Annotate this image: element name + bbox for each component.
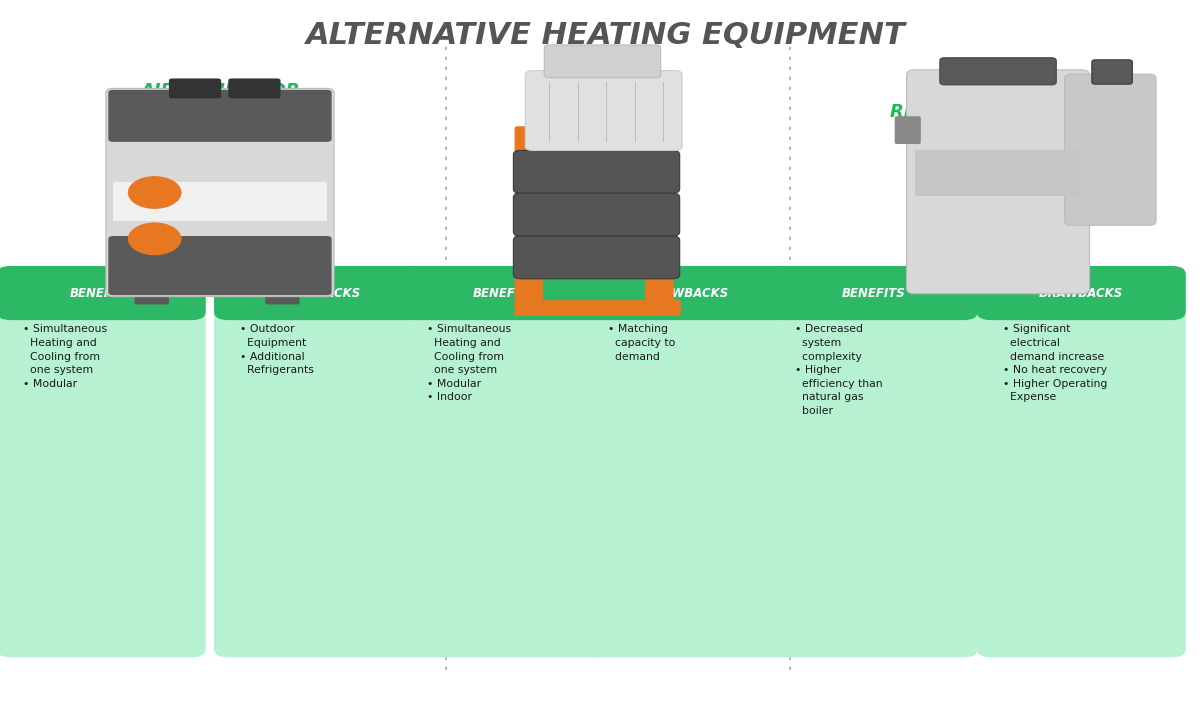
FancyBboxPatch shape [769, 266, 978, 320]
Text: • Simultaneous
  Heating and
  Cooling from
  one system
• Modular: • Simultaneous Heating and Cooling from … [23, 324, 107, 389]
FancyBboxPatch shape [515, 126, 544, 316]
FancyBboxPatch shape [214, 266, 424, 657]
FancyBboxPatch shape [113, 182, 326, 221]
FancyBboxPatch shape [769, 266, 978, 657]
FancyBboxPatch shape [169, 78, 221, 98]
FancyBboxPatch shape [545, 45, 661, 78]
Text: ALTERNATIVE HEATING EQUIPMENT: ALTERNATIVE HEATING EQUIPMENT [306, 21, 906, 51]
FancyBboxPatch shape [514, 236, 679, 279]
FancyBboxPatch shape [401, 266, 610, 320]
FancyBboxPatch shape [1092, 60, 1133, 84]
FancyBboxPatch shape [514, 150, 679, 193]
Text: BENEFITS: BENEFITS [70, 287, 133, 299]
FancyBboxPatch shape [0, 266, 205, 657]
Circle shape [128, 223, 181, 255]
FancyBboxPatch shape [526, 71, 682, 150]
Text: • Decreased
  system
  complexity
• Higher
  efficiency than
  natural gas
  boi: • Decreased system complexity • Higher e… [794, 324, 882, 416]
FancyBboxPatch shape [582, 266, 791, 320]
FancyBboxPatch shape [646, 126, 673, 316]
Text: • Outdoor
  Equipment
• Additional
  Refrigerants: • Outdoor Equipment • Additional Refrige… [240, 324, 314, 375]
Text: AIR-SOURCE OR
AIR-WATER-WATER
HEAT PUMPS: AIR-SOURCE OR AIR-WATER-WATER HEAT PUMPS [126, 82, 313, 143]
FancyBboxPatch shape [514, 193, 679, 236]
Text: ELECTRIC
RESISTANCE BOILER: ELECTRIC RESISTANCE BOILER [890, 82, 1094, 121]
FancyBboxPatch shape [906, 70, 1090, 294]
FancyBboxPatch shape [914, 150, 1081, 196]
Circle shape [128, 177, 181, 208]
FancyBboxPatch shape [108, 90, 331, 142]
FancyBboxPatch shape [401, 266, 610, 657]
FancyBboxPatch shape [977, 266, 1186, 657]
Text: DRAWBACKS: DRAWBACKS [1039, 287, 1123, 299]
FancyBboxPatch shape [977, 266, 1186, 320]
FancyBboxPatch shape [1064, 74, 1156, 225]
Text: • Matching
  capacity to
  demand: • Matching capacity to demand [608, 324, 676, 361]
FancyBboxPatch shape [582, 266, 791, 657]
FancyBboxPatch shape [520, 300, 680, 316]
FancyBboxPatch shape [108, 236, 331, 295]
Text: BENEFITS: BENEFITS [473, 287, 536, 299]
Text: DRAWBACKS: DRAWBACKS [276, 287, 361, 299]
FancyBboxPatch shape [0, 266, 205, 320]
FancyBboxPatch shape [895, 116, 920, 144]
FancyBboxPatch shape [265, 289, 300, 304]
Text: DRAWBACKS: DRAWBACKS [644, 287, 728, 299]
FancyBboxPatch shape [228, 78, 281, 98]
FancyBboxPatch shape [134, 289, 169, 304]
Text: WATER-WATER
HEAT PUMPS: WATER-WATER HEAT PUMPS [533, 82, 679, 121]
Text: BENEFITS: BENEFITS [841, 287, 905, 299]
FancyBboxPatch shape [940, 58, 1056, 85]
FancyBboxPatch shape [214, 266, 424, 320]
Text: • Simultaneous
  Heating and
  Cooling from
  one system
• Modular
• Indoor: • Simultaneous Heating and Cooling from … [427, 324, 511, 402]
Text: • Significant
  electrical
  demand increase
• No heat recovery
• Higher Operati: • Significant electrical demand increase… [1003, 324, 1108, 402]
FancyBboxPatch shape [106, 88, 334, 297]
